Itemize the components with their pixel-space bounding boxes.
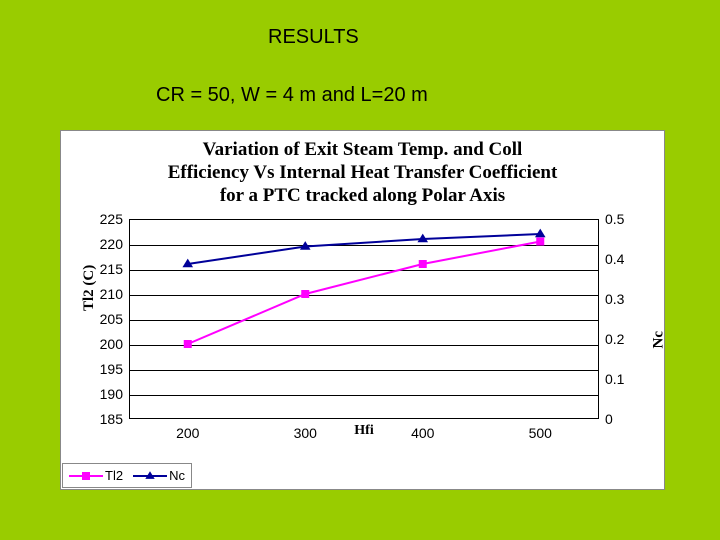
y-axis-right-label: Nc — [650, 331, 667, 349]
y-left-tick: 195 — [100, 361, 123, 377]
series-marker-Tl2 — [536, 238, 544, 246]
series-marker-Nc — [535, 229, 546, 238]
results-heading: RESULTS — [268, 26, 359, 49]
y-left-tick: 225 — [100, 211, 123, 227]
legend-label: Tl2 — [105, 468, 123, 483]
chart-container: Variation of Exit Steam Temp. and CollEf… — [60, 130, 665, 490]
x-axis-label: Hfi — [354, 423, 373, 439]
y-right-tick: 0.4 — [605, 251, 624, 267]
y-left-tick: 205 — [100, 311, 123, 327]
series-marker-Tl2 — [419, 260, 427, 268]
x-tick: 400 — [411, 425, 434, 441]
y-left-tick: 215 — [100, 261, 123, 277]
legend-item: Tl2 — [69, 468, 123, 483]
legend: Tl2 Nc — [62, 463, 192, 488]
y-left-tick: 185 — [100, 411, 123, 427]
y-right-tick: 0.1 — [605, 371, 624, 387]
x-tick: 200 — [176, 425, 199, 441]
y-left-tick: 220 — [100, 236, 123, 252]
y-right-tick: 0.5 — [605, 211, 624, 227]
y-left-tick: 210 — [100, 286, 123, 302]
x-tick: 300 — [294, 425, 317, 441]
y-axis-left-label: Tl2 (C) — [81, 265, 98, 311]
y-left-tick: 200 — [100, 336, 123, 352]
legend-swatch — [69, 469, 103, 483]
chart-title: Variation of Exit Steam Temp. and CollEf… — [61, 131, 664, 211]
y-right-tick: 0.2 — [605, 331, 624, 347]
y-left-tick: 190 — [100, 386, 123, 402]
plot-area: Hfi 18519019520020521021522022500.10.20.… — [129, 219, 599, 419]
params-heading: CR = 50, W = 4 m and L=20 m — [156, 84, 428, 107]
x-tick: 500 — [529, 425, 552, 441]
legend-item: Nc — [133, 468, 185, 483]
y-right-tick: 0 — [605, 411, 613, 427]
series-line-Nc — [188, 234, 541, 264]
series-marker-Tl2 — [301, 290, 309, 298]
legend-label: Nc — [169, 468, 185, 483]
legend-swatch — [133, 469, 167, 483]
series-marker-Tl2 — [184, 340, 192, 348]
y-right-tick: 0.3 — [605, 291, 624, 307]
